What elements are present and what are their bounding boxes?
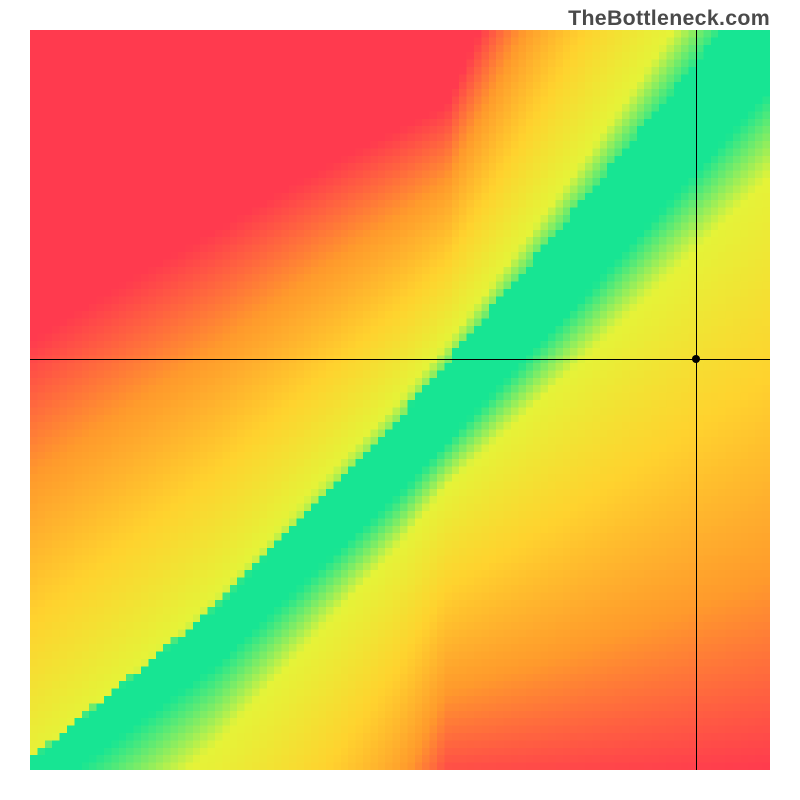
watermark-text: TheBottleneck.com xyxy=(568,6,770,31)
chart-container: TheBottleneck.com xyxy=(0,0,800,800)
crosshair-horizontal-line xyxy=(30,359,770,360)
crosshair-vertical-line xyxy=(696,30,697,770)
bottleneck-heatmap xyxy=(30,30,770,770)
